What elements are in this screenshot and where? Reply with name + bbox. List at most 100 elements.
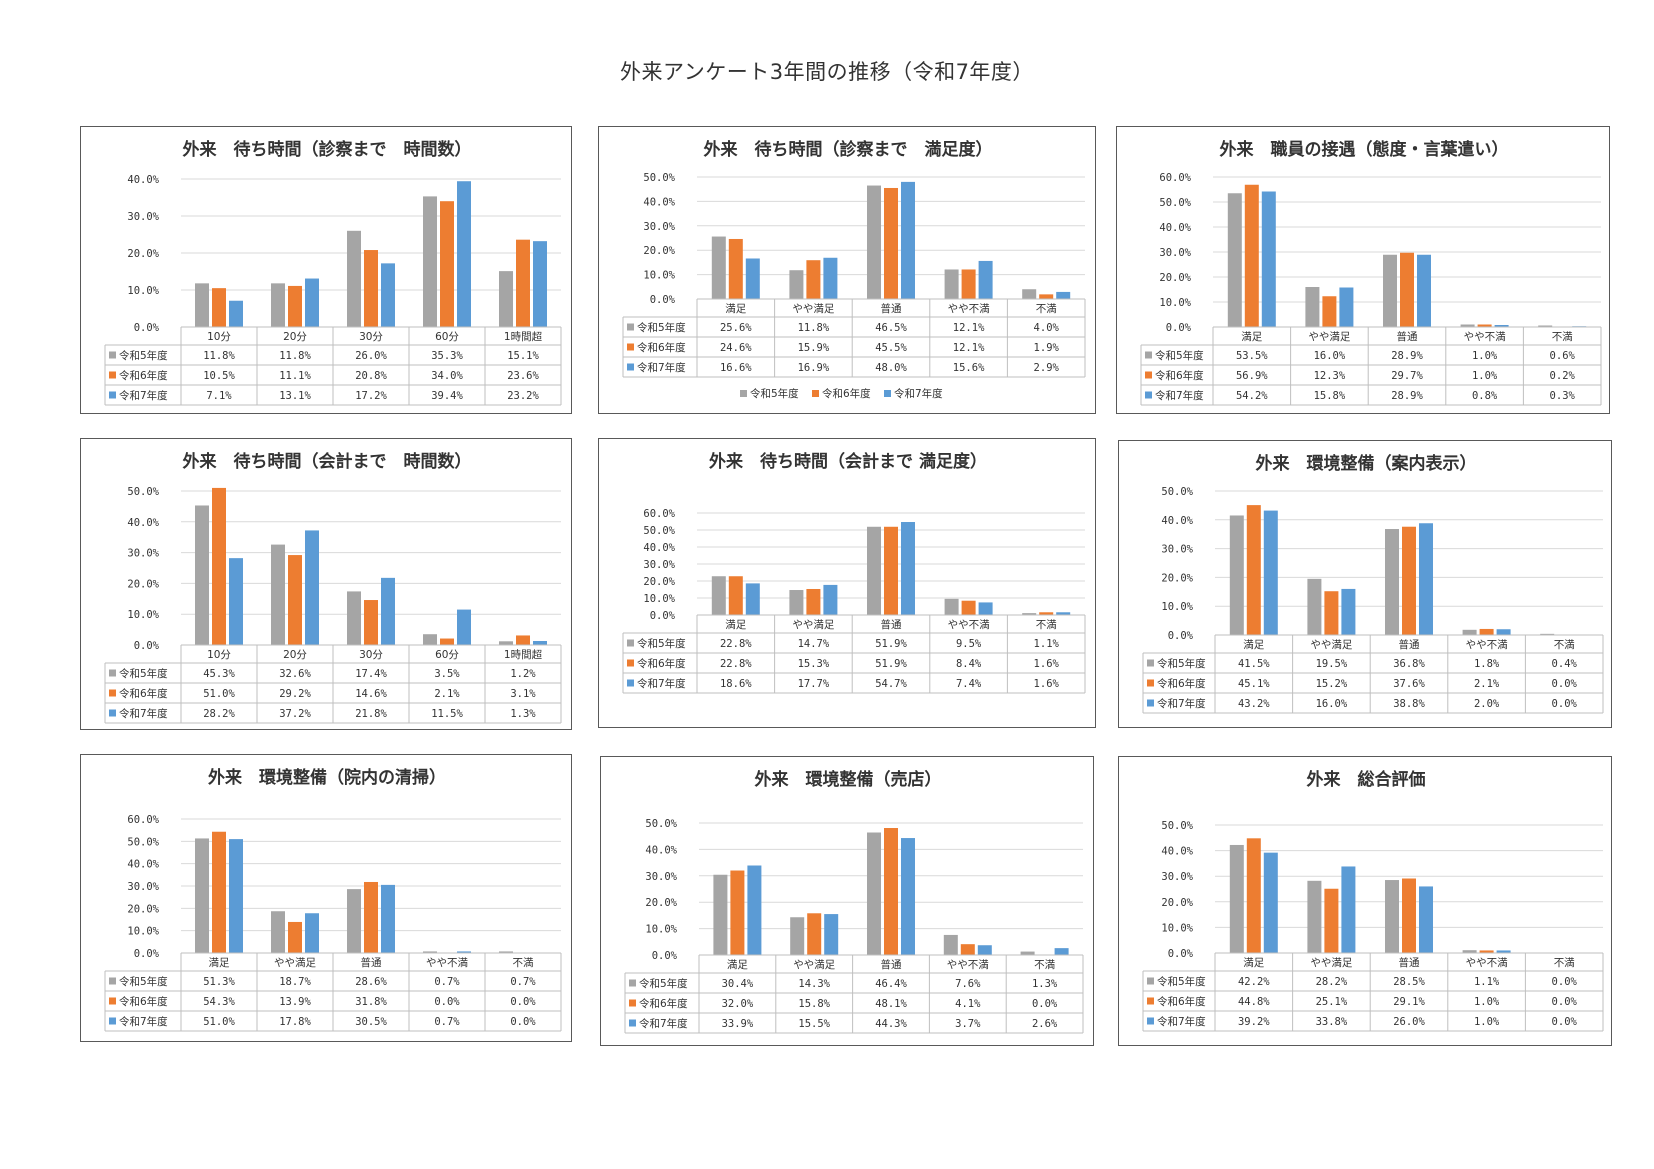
legend-key	[109, 689, 116, 697]
category-label: やや不満	[947, 959, 989, 971]
legend-key	[1147, 699, 1154, 707]
bar	[305, 913, 319, 953]
bar	[1496, 629, 1511, 635]
bar	[195, 283, 209, 327]
bar	[1246, 838, 1261, 953]
series-name: 令和5年度	[1157, 657, 1206, 670]
data-label: 30.5%	[355, 1016, 387, 1028]
legend-label: 令和7年度	[894, 387, 943, 400]
legend-key	[1147, 977, 1154, 985]
data-label: 38.8%	[1393, 698, 1425, 710]
bar	[271, 283, 285, 327]
category-label: 20分	[283, 331, 307, 343]
bar	[1305, 287, 1320, 327]
series-name: 令和5年度	[119, 667, 168, 680]
chart-title: 外来 待ち時間（診察まで 時間数）	[183, 139, 472, 160]
bar	[711, 236, 726, 299]
legend-key	[629, 979, 636, 987]
data-label: 9.5%	[956, 638, 982, 650]
data-label: 1.0%	[1472, 350, 1498, 362]
bar	[1263, 852, 1278, 953]
y-tick-label: 30.0%	[1159, 247, 1191, 259]
bar	[1385, 880, 1399, 953]
data-label: 12.3%	[1314, 370, 1346, 382]
legend-label: 令和6年度	[822, 387, 871, 400]
data-label: 48.0%	[875, 362, 907, 374]
data-label: 37.6%	[1393, 678, 1425, 690]
bar	[806, 260, 821, 299]
category-label: 1時間超	[504, 648, 543, 661]
bar	[823, 584, 838, 615]
bar	[961, 269, 976, 299]
series-name: 令和7年度	[639, 1017, 688, 1030]
series-name: 令和7年度	[637, 677, 686, 690]
chart-panel: 外来 環境整備（院内の清掃） 0.0% 10.0% 20.0% 30.0% 40.0% 50…	[80, 754, 572, 1042]
data-label: 3.5%	[434, 668, 460, 680]
data-label: 25.1%	[1316, 996, 1348, 1008]
data-label: 54.7%	[875, 678, 907, 690]
category-label: 20分	[283, 649, 307, 661]
data-label: 16.6%	[720, 362, 752, 374]
data-label: 11.8%	[203, 350, 235, 362]
legend-key	[627, 679, 634, 687]
bar	[728, 238, 743, 299]
data-label: 15.9%	[798, 342, 830, 354]
bar	[1246, 505, 1261, 635]
data-label: 15.2%	[1316, 678, 1348, 690]
category-label: 普通	[881, 618, 902, 631]
category-label: やや満足	[792, 303, 834, 315]
bar	[1056, 291, 1071, 299]
bar	[212, 831, 226, 953]
data-label: 22.8%	[720, 658, 752, 670]
bar	[1496, 950, 1511, 953]
bar	[1417, 254, 1431, 327]
bar	[1324, 591, 1339, 635]
bar	[1462, 950, 1477, 953]
bar	[533, 241, 547, 327]
bar	[978, 260, 993, 299]
bar	[457, 181, 471, 327]
chart-svg: 外来 職員の接遇（態度・言葉遣い） 0.0% 10.0% 20.0% 30.0% 40.0…	[1140, 139, 1602, 406]
y-tick-label: 10.0%	[1161, 601, 1193, 613]
data-label: 15.1%	[507, 350, 539, 362]
category-label: 10分	[207, 331, 231, 343]
bar	[728, 576, 743, 615]
bar	[1307, 880, 1322, 953]
data-label: 18.7%	[279, 976, 311, 988]
data-label: 17.8%	[279, 1016, 311, 1028]
legend-key	[884, 390, 891, 397]
category-label: 普通	[881, 302, 902, 315]
series-name: 令和7年度	[119, 1015, 168, 1028]
bar	[271, 544, 285, 645]
data-label: 0.0%	[510, 1016, 536, 1028]
series-name: 令和6年度	[119, 687, 168, 700]
chart-panel: 外来 待ち時間（会計まで 時間数） 0.0% 10.0% 20.0% 30.0% 40.0…	[80, 438, 572, 730]
data-label: 0.4%	[1552, 658, 1578, 670]
series-name: 令和7年度	[1155, 389, 1204, 402]
y-tick-label: 60.0%	[127, 814, 159, 826]
data-label: 51.3%	[203, 976, 235, 988]
category-label: 普通	[361, 956, 382, 969]
y-tick-label: 50.0%	[127, 486, 159, 498]
data-label: 2.9%	[1034, 362, 1060, 374]
data-label: 0.3%	[1550, 390, 1576, 402]
legend-key	[1145, 391, 1152, 399]
chart-svg: 外来 総合評価 0.0% 10.0% 20.0% 30.0% 40.0% 50.0% 満足 やや…	[1142, 769, 1604, 1032]
bar	[1054, 948, 1069, 955]
chart-svg: 外来 待ち時間（診察まで 時間数） 0.0% 10.0% 20.0% 30.0% 40.0…	[104, 139, 562, 406]
chart-panel: 外来 待ち時間（診察まで 時間数） 0.0% 10.0% 20.0% 30.0% 40.0…	[80, 126, 572, 414]
series-name: 令和6年度	[637, 341, 686, 354]
bar	[347, 889, 361, 953]
bar	[901, 181, 915, 299]
legend-key	[1145, 351, 1152, 359]
data-label: 54.3%	[203, 996, 235, 1008]
bar	[212, 288, 226, 327]
bar	[1322, 296, 1337, 327]
category-label: 不満	[1552, 331, 1574, 343]
data-label: 28.5%	[1393, 976, 1425, 988]
bar	[1020, 951, 1035, 955]
category-label: 10分	[207, 649, 231, 661]
bar	[1479, 950, 1494, 953]
y-tick-label: 20.0%	[1159, 272, 1191, 284]
bar	[440, 638, 454, 645]
